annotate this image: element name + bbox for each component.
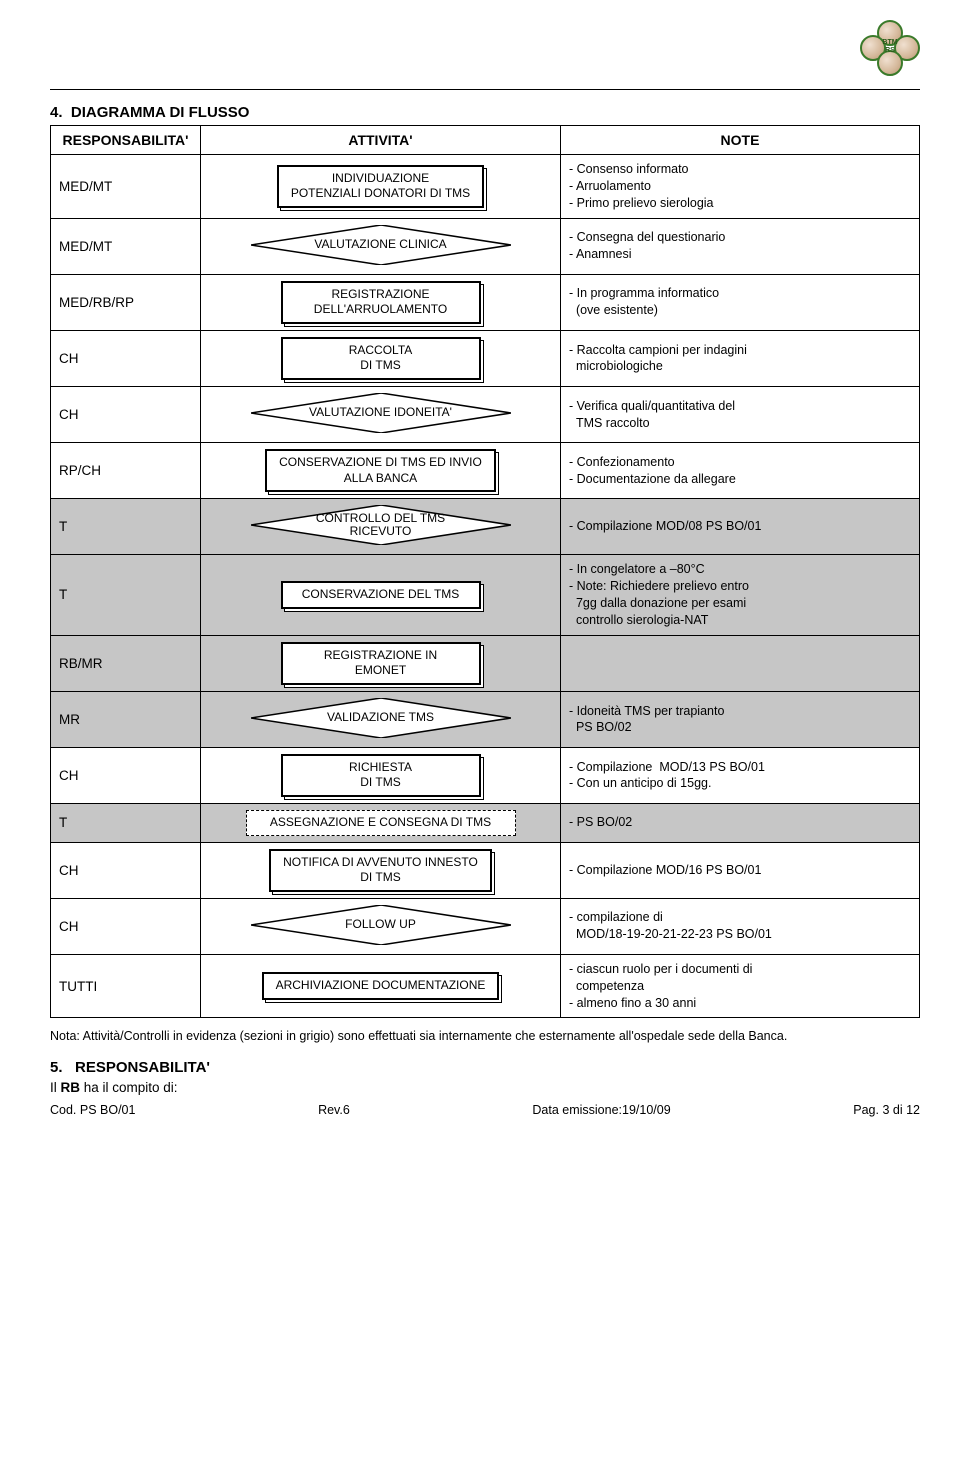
- activity-cell: VALIDAZIONE TMS: [201, 691, 561, 747]
- flow-row: TUTTI ARCHIVIAZIONE DOCUMENTAZIONE - ciasc…: [51, 954, 920, 1018]
- activity-cell: REGISTRAZIONEDELL'ARRUOLAMENTO: [201, 274, 561, 330]
- resp-cell: RB/MR: [51, 635, 201, 691]
- process-box: CONSERVAZIONE DI TMS ED INVIOALLA BANCA: [265, 449, 496, 492]
- footer-page: Pag. 3 di 12: [853, 1103, 920, 1117]
- resp-cell: TUTTI: [51, 954, 201, 1018]
- col-header-act: ATTIVITA': [201, 126, 561, 155]
- flow-row: T CONSERVAZIONE DEL TMS - In congelatore a…: [51, 555, 920, 636]
- process-dashed: ASSEGNAZIONE E CONSEGNA DI TMS: [246, 810, 516, 836]
- flowchart-table: RESPONSABILITA' ATTIVITA' NOTE MED/MT IND…: [50, 125, 920, 1018]
- note-cell: - compilazione di MOD/18-19-20-21-22-23 …: [561, 898, 920, 954]
- resp-cell: CH: [51, 842, 201, 898]
- table-footnote: Nota: Attività/Controlli in evidenza (se…: [50, 1028, 920, 1045]
- note-cell: [561, 635, 920, 691]
- footer-date: Data emissione:19/10/09: [532, 1103, 670, 1117]
- resp-cell: MED/MT: [51, 218, 201, 274]
- resp-cell: CH: [51, 898, 201, 954]
- resp-cell: CH: [51, 330, 201, 386]
- flow-row: T ASSEGNAZIONE E CONSEGNA DI TMS - PS BO/0…: [51, 804, 920, 843]
- note-cell: - Compilazione MOD/13 PS BO/01- Con un a…: [561, 747, 920, 803]
- footer-rev: Rev.6: [318, 1103, 350, 1117]
- resp-cell: MED/RB/RP: [51, 274, 201, 330]
- process-box: CONSERVAZIONE DEL TMS: [281, 581, 481, 609]
- flow-row: MED/MT VALUTAZIONE CLINICA - Consegna de…: [51, 218, 920, 274]
- process-box: INDIVIDUAZIONEPOTENZIALI DONATORI DI TMS: [277, 165, 484, 208]
- process-box: REGISTRAZIONE INEMONET: [281, 642, 481, 685]
- activity-cell: NOTIFICA DI AVVENUTO INNESTODI TMS: [201, 842, 561, 898]
- activity-cell: RICHIESTADI TMS: [201, 747, 561, 803]
- activity-cell: INDIVIDUAZIONEPOTENZIALI DONATORI DI TMS: [201, 155, 561, 219]
- section-5-title: 5. RESPONSABILITA': [50, 1059, 920, 1076]
- flow-row: MED/RB/RP REGISTRAZIONEDELL'ARRUOLAMENTO -…: [51, 274, 920, 330]
- page-header: BTMRS: [50, 20, 920, 90]
- resp-cell: MED/MT: [51, 155, 201, 219]
- resp-cell: CH: [51, 387, 201, 443]
- decision-shape: VALIDAZIONE TMS: [251, 698, 511, 738]
- note-cell: - ciascun ruolo per i documenti di compe…: [561, 954, 920, 1018]
- flow-row: CH RACCOLTADI TMS - Raccolta campioni per …: [51, 330, 920, 386]
- decision-shape: FOLLOW UP: [251, 905, 511, 945]
- section-5-line: Il RB ha il compito di:: [50, 1080, 920, 1095]
- decision-shape: VALUTAZIONE IDONEITA': [251, 393, 511, 433]
- note-cell: - Confezionamento- Documentazione da all…: [561, 443, 920, 499]
- logo-clover: BTMRS: [860, 20, 920, 76]
- note-cell: - Consegna del questionario- Anamnesi: [561, 218, 920, 274]
- activity-cell: CONSERVAZIONE DI TMS ED INVIOALLA BANCA: [201, 443, 561, 499]
- activity-cell: VALUTAZIONE IDONEITA': [201, 387, 561, 443]
- flow-row: MR VALIDAZIONE TMS - Idoneità TMS per tr…: [51, 691, 920, 747]
- section-4-title: 4. DIAGRAMMA DI FLUSSO: [50, 104, 920, 121]
- flow-row: RB/MR REGISTRAZIONE INEMONET: [51, 635, 920, 691]
- process-box: RICHIESTADI TMS: [281, 754, 481, 797]
- flow-row: MED/MT INDIVIDUAZIONEPOTENZIALI DONATORI …: [51, 155, 920, 219]
- process-box: NOTIFICA DI AVVENUTO INNESTODI TMS: [269, 849, 492, 892]
- page-footer: Cod. PS BO/01 Rev.6 Data emissione:19/10…: [50, 1103, 920, 1117]
- resp-cell: CH: [51, 747, 201, 803]
- col-header-note: NOTE: [561, 126, 920, 155]
- activity-cell: VALUTAZIONE CLINICA: [201, 218, 561, 274]
- note-cell: - Consenso informato- Arruolamento- Prim…: [561, 155, 920, 219]
- decision-shape: CONTROLLO DEL TMSRICEVUTO: [251, 505, 511, 545]
- resp-cell: MR: [51, 691, 201, 747]
- decision-shape: VALUTAZIONE CLINICA: [251, 225, 511, 265]
- flow-row: CH VALUTAZIONE IDONEITA' - Verifica qual…: [51, 387, 920, 443]
- note-cell: - PS BO/02: [561, 804, 920, 843]
- note-cell: - Compilazione MOD/16 PS BO/01: [561, 842, 920, 898]
- note-cell: - Verifica quali/quantitativa del TMS ra…: [561, 387, 920, 443]
- footer-code: Cod. PS BO/01: [50, 1103, 135, 1117]
- flow-row: CH FOLLOW UP - compilazione di MOD/18-19…: [51, 898, 920, 954]
- resp-cell: T: [51, 804, 201, 843]
- note-cell: - Idoneità TMS per trapianto PS BO/02: [561, 691, 920, 747]
- activity-cell: CONSERVAZIONE DEL TMS: [201, 555, 561, 636]
- resp-cell: T: [51, 499, 201, 555]
- activity-cell: REGISTRAZIONE INEMONET: [201, 635, 561, 691]
- process-box: ARCHIVIAZIONE DOCUMENTAZIONE: [262, 972, 500, 1000]
- activity-cell: RACCOLTADI TMS: [201, 330, 561, 386]
- flow-row: CH RICHIESTADI TMS - Compilazione MOD/13 P…: [51, 747, 920, 803]
- note-cell: - Compilazione MOD/08 PS BO/01: [561, 499, 920, 555]
- activity-cell: ASSEGNAZIONE E CONSEGNA DI TMS: [201, 804, 561, 843]
- flow-row: RP/CH CONSERVAZIONE DI TMS ED INVIOALLA B…: [51, 443, 920, 499]
- activity-cell: FOLLOW UP: [201, 898, 561, 954]
- activity-cell: ARCHIVIAZIONE DOCUMENTAZIONE: [201, 954, 561, 1018]
- note-cell: - In congelatore a –80°C- Note: Richiede…: [561, 555, 920, 636]
- note-cell: - In programma informatico (ove esistent…: [561, 274, 920, 330]
- flow-row: T CONTROLLO DEL TMSRICEVUTO - Compilazio…: [51, 499, 920, 555]
- resp-cell: RP/CH: [51, 443, 201, 499]
- resp-cell: T: [51, 555, 201, 636]
- process-box: RACCOLTADI TMS: [281, 337, 481, 380]
- col-header-resp: RESPONSABILITA': [51, 126, 201, 155]
- activity-cell: CONTROLLO DEL TMSRICEVUTO: [201, 499, 561, 555]
- flow-row: CH NOTIFICA DI AVVENUTO INNESTODI TMS - Co…: [51, 842, 920, 898]
- process-box: REGISTRAZIONEDELL'ARRUOLAMENTO: [281, 281, 481, 324]
- note-cell: - Raccolta campioni per indagini microbi…: [561, 330, 920, 386]
